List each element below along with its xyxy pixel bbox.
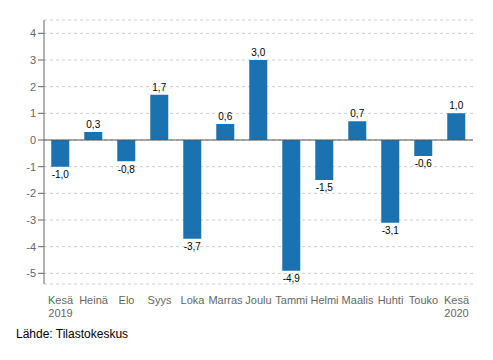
svg-text:Touko: Touko xyxy=(409,294,438,306)
svg-text:-3,7: -3,7 xyxy=(184,241,202,252)
svg-text:-4,9: -4,9 xyxy=(283,273,301,284)
svg-text:-3: -3 xyxy=(26,214,36,226)
svg-text:0,7: 0,7 xyxy=(350,108,364,119)
svg-text:Syys: Syys xyxy=(148,294,172,306)
svg-text:1,0: 1,0 xyxy=(449,100,463,111)
svg-text:1: 1 xyxy=(30,107,36,119)
svg-text:3: 3 xyxy=(30,54,36,66)
svg-text:-0,6: -0,6 xyxy=(415,158,433,169)
svg-text:Heinä: Heinä xyxy=(79,294,109,306)
svg-text:0: 0 xyxy=(30,134,36,146)
svg-text:-2: -2 xyxy=(26,187,36,199)
svg-text:3,0: 3,0 xyxy=(251,47,265,58)
svg-text:Huhti: Huhti xyxy=(378,294,404,306)
svg-text:Kesä2019: Kesä2019 xyxy=(48,294,74,319)
svg-text:-4: -4 xyxy=(26,241,36,253)
svg-text:2: 2 xyxy=(30,81,36,93)
html-text:Lähde: Tilastokeskus: Lähde: Tilastokeskus xyxy=(16,327,129,341)
svg-text:4: 4 xyxy=(30,27,36,39)
svg-text:Maalis: Maalis xyxy=(342,294,374,306)
svg-text:Joulu: Joulu xyxy=(245,294,271,306)
svg-text:-3,1: -3,1 xyxy=(382,225,400,236)
svg-text:-1,0: -1,0 xyxy=(52,169,70,180)
svg-text:-1,5: -1,5 xyxy=(316,182,334,193)
svg-text:Tammi: Tammi xyxy=(275,294,307,306)
svg-text:Marras: Marras xyxy=(208,294,243,306)
svg-text:-5: -5 xyxy=(26,267,36,279)
svg-text:0,3: 0,3 xyxy=(86,119,100,130)
svg-text:Helmi: Helmi xyxy=(310,294,338,306)
svg-text:-0,8: -0,8 xyxy=(118,164,136,175)
svg-text:-1: -1 xyxy=(26,161,36,173)
svg-text:0,6: 0,6 xyxy=(218,111,232,122)
svg-text:Elo: Elo xyxy=(119,294,135,306)
svg-text:1,7: 1,7 xyxy=(152,82,166,93)
svg-text:Loka: Loka xyxy=(181,294,206,306)
svg-text:Kesä2020: Kesä2020 xyxy=(444,294,470,319)
